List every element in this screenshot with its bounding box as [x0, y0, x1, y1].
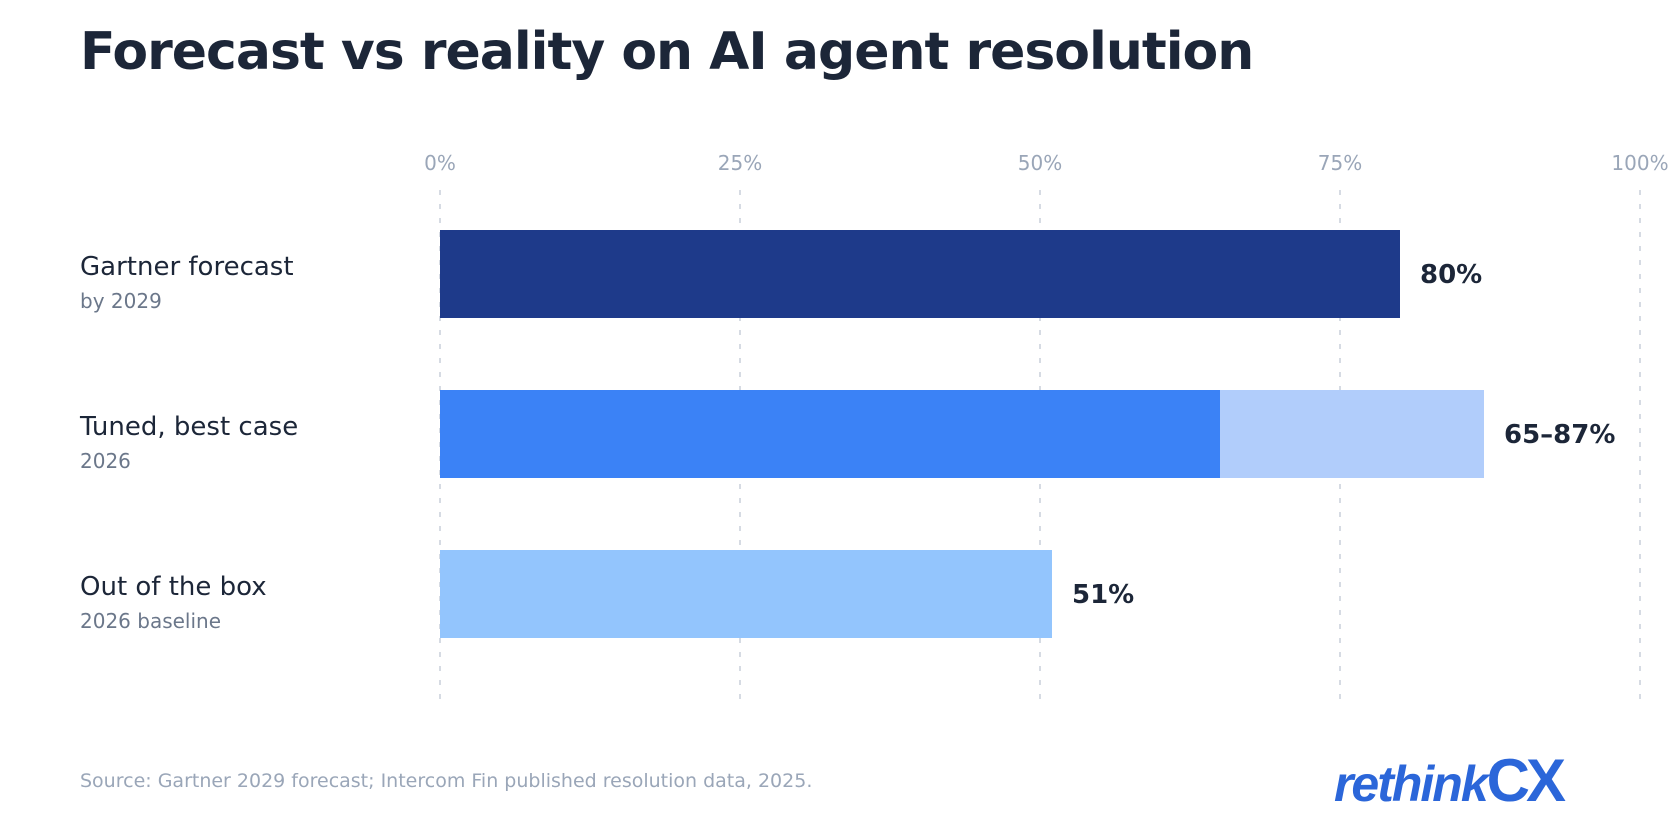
bar-range-1 [1220, 390, 1484, 478]
rethinkcx-logo: rethinkCX [1333, 746, 1566, 815]
bar-2 [440, 550, 1052, 638]
value-label-2: 51% [1072, 580, 1134, 610]
x-tick-label-50: 50% [1018, 151, 1062, 175]
logo-text-cx: CX [1486, 747, 1566, 814]
x-tick-label-25: 25% [718, 151, 762, 175]
category-sublabel-0: by 2029 [80, 289, 162, 313]
category-sublabel-2: 2026 baseline [80, 609, 221, 633]
source-note: Source: Gartner 2029 forecast; Intercom … [80, 770, 813, 792]
logo-text-rethink: rethink [1333, 756, 1489, 812]
x-tick-label-0: 0% [424, 151, 456, 175]
category-label-1: Tuned, best case [79, 412, 298, 442]
value-label-0: 80% [1420, 260, 1482, 290]
category-label-0: Gartner forecast [80, 252, 294, 282]
bar-chart: 0% 25% 50% 75% 100% 80% Gartner forecast by 202… [79, 151, 1669, 700]
bar-0 [440, 230, 1400, 318]
bar-1 [440, 390, 1220, 478]
category-sublabel-1: 2026 [80, 449, 131, 473]
value-label-1: 65–87% [1504, 420, 1615, 450]
x-tick-label-75: 75% [1318, 151, 1362, 175]
category-label-2: Out of the box [80, 572, 267, 602]
chart-title: Forecast vs reality on AI agent resoluti… [80, 22, 1254, 82]
x-tick-label-100: 100% [1611, 151, 1668, 175]
